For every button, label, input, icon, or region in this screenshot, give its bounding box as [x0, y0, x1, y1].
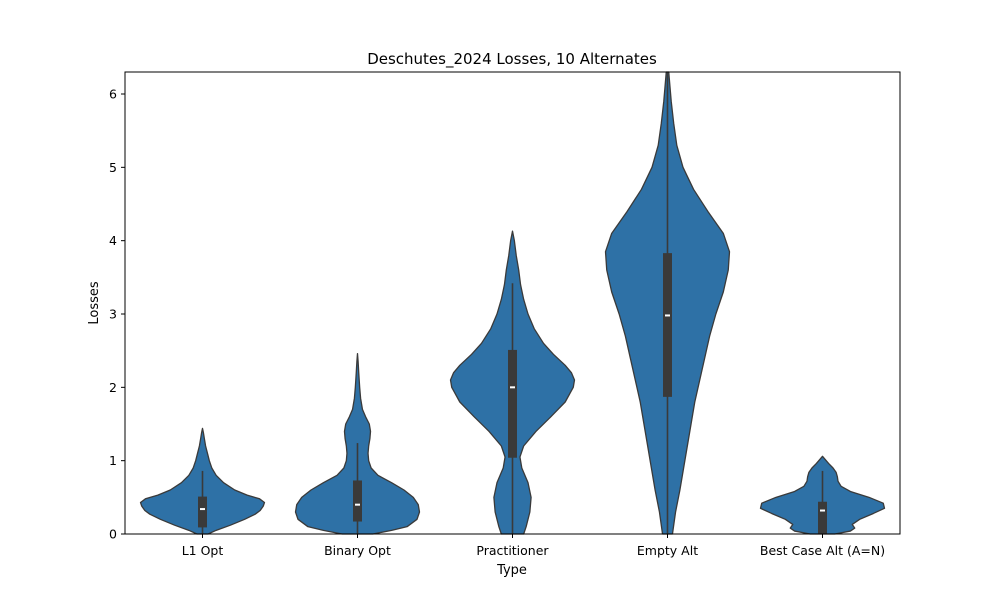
- x-tick-label: Practitioner: [476, 543, 549, 558]
- violin-1: [294, 352, 421, 535]
- violin-0: [139, 427, 266, 535]
- plot-frame: [124, 71, 901, 535]
- x-tick-label: Binary Opt: [324, 543, 391, 558]
- x-tick-label: Best Case Alt (A=N): [760, 543, 885, 558]
- violin-2: [449, 230, 576, 535]
- y-axis-label: Losses: [87, 281, 102, 325]
- violin-group: [139, 71, 886, 535]
- y-tick-label: 1: [109, 453, 117, 468]
- y-tick-label: 6: [109, 87, 117, 102]
- y-tick-label: 4: [109, 233, 117, 248]
- violin-3: [604, 71, 731, 535]
- x-tick-label: L1 Opt: [182, 543, 224, 558]
- y-tick-label: 2: [109, 380, 117, 395]
- y-tick-label: 5: [109, 160, 117, 175]
- x-axis-label: Type: [496, 563, 527, 578]
- violin-median: [665, 314, 670, 317]
- violin-median: [355, 503, 360, 506]
- x-axis-ticks: L1 Opt Binary Opt Practitioner Empty Alt Bes…: [182, 534, 885, 558]
- violin-iqr-box: [353, 480, 362, 522]
- violin-iqr-box: [508, 349, 517, 458]
- chart-title: Deschutes_2024 Losses, 10 Alternates: [367, 50, 657, 69]
- violin-median: [820, 509, 825, 512]
- y-axis-ticks: 0 1 2 3 4 5 6: [109, 87, 125, 542]
- x-tick-label: Empty Alt: [637, 543, 698, 558]
- violin-iqr-box: [818, 501, 827, 534]
- y-tick-label: 3: [109, 307, 117, 322]
- violin-iqr-box: [198, 496, 207, 528]
- y-tick-label: 0: [109, 527, 117, 542]
- violin-median: [510, 386, 515, 389]
- violin-iqr-box: [663, 253, 672, 397]
- violin-median: [200, 508, 205, 511]
- violin-4: [759, 455, 886, 535]
